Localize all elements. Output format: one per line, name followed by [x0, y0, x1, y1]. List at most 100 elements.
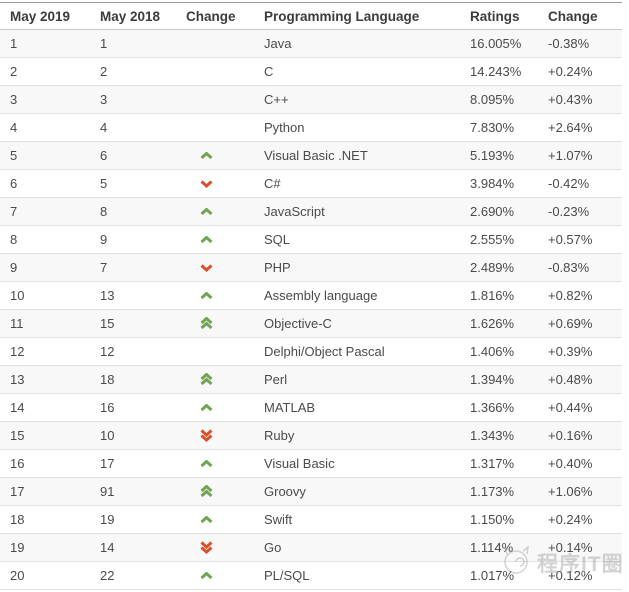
table-row: 6 5 C# 3.984% -0.42%: [0, 170, 622, 198]
rank-may-2018: 13: [100, 288, 115, 303]
ratings-value: 2.489%: [470, 260, 515, 275]
table-row: 7 8 JavaScript 2.690% -0.23%: [0, 198, 622, 226]
ratings-value: 2.555%: [470, 232, 515, 247]
language-name: Visual Basic: [264, 456, 335, 471]
table-row: 3 3 C++ 8.095% +0.43%: [0, 86, 622, 114]
change-value: +0.24%: [548, 64, 593, 79]
ratings-value: 1.017%: [470, 568, 515, 583]
table-row: 15 10 Ruby 1.343% +0.16%: [0, 422, 622, 450]
up-arrow-icon: [176, 515, 254, 524]
header-rank-may-2018: May 2018: [100, 8, 161, 24]
rank-may-2019: 10: [10, 288, 25, 303]
language-name: Perl: [264, 372, 288, 387]
up-arrow-icon: [176, 235, 254, 244]
rank-may-2019: 15: [10, 428, 25, 443]
change-value: -0.23%: [548, 204, 590, 219]
change-value: +0.57%: [548, 232, 593, 247]
table-header-row: May 2019 May 2018 Change Programming Lan…: [0, 3, 622, 30]
language-name: Visual Basic .NET: [264, 148, 368, 163]
table-row: 8 9 SQL 2.555% +0.57%: [0, 226, 622, 254]
table-row: 18 19 Swift 1.150% +0.24%: [0, 506, 622, 534]
table-row: 1 1 Java 16.005% -0.38%: [0, 30, 622, 58]
table-row: 2 2 C 14.243% +0.24%: [0, 58, 622, 86]
language-name: PL/SQL: [264, 568, 310, 583]
table-row: 10 13 Assembly language 1.816% +0.82%: [0, 282, 622, 310]
table-row: 19 14 Go 1.114% +0.14%: [0, 534, 622, 562]
ratings-value: 1.366%: [470, 400, 515, 415]
change-value: +0.16%: [548, 428, 593, 443]
ratings-value: 16.005%: [470, 36, 522, 51]
rank-may-2018: 2: [100, 64, 108, 79]
table-row: 11 15 Objective-C 1.626% +0.69%: [0, 310, 622, 338]
table-row: 9 7 PHP 2.489% -0.83%: [0, 254, 622, 282]
language-name: SQL: [264, 232, 291, 247]
change-value: +1.07%: [548, 148, 593, 163]
rank-may-2018: 22: [100, 568, 115, 583]
change-value: +0.82%: [548, 288, 593, 303]
down-arrow-icon: [176, 263, 254, 272]
change-value: +0.43%: [548, 92, 593, 107]
rank-may-2018: 6: [100, 148, 108, 163]
table-row: 12 12 Delphi/Object Pascal 1.406% +0.39%: [0, 338, 622, 366]
language-name: Delphi/Object Pascal: [264, 344, 385, 359]
rank-may-2018: 4: [100, 120, 108, 135]
rank-may-2019: 17: [10, 484, 25, 499]
rank-may-2018: 14: [100, 540, 115, 555]
change-value: -0.38%: [548, 36, 590, 51]
ratings-value: 1.173%: [470, 484, 515, 499]
ratings-value: 1.150%: [470, 512, 515, 527]
language-name: C: [264, 64, 274, 79]
ratings-value: 1.394%: [470, 372, 515, 387]
header-programming-language: Programming Language: [264, 8, 420, 24]
rank-may-2018: 9: [100, 232, 108, 247]
change-value: +0.44%: [548, 400, 593, 415]
up-arrow-icon: [176, 151, 254, 160]
change-value: +0.39%: [548, 344, 593, 359]
ratings-value: 1.626%: [470, 316, 515, 331]
rank-may-2018: 12: [100, 344, 115, 359]
change-value: +1.06%: [548, 484, 593, 499]
double-up-arrow-icon: [176, 317, 254, 330]
rank-may-2018: 19: [100, 512, 115, 527]
language-name: Java: [264, 36, 292, 51]
up-arrow-icon: [176, 291, 254, 300]
language-name: Objective-C: [264, 316, 332, 331]
header-change-pct: Change: [548, 8, 598, 24]
ratings-value: 5.193%: [470, 148, 515, 163]
rank-may-2018: 5: [100, 176, 108, 191]
language-name: Go: [264, 540, 282, 555]
header-rank-may-2019: May 2019: [10, 8, 71, 24]
up-arrow-icon: [176, 571, 254, 580]
rank-may-2019: 19: [10, 540, 25, 555]
change-value: +2.64%: [548, 120, 593, 135]
change-value: +0.69%: [548, 316, 593, 331]
ratings-value: 3.984%: [470, 176, 515, 191]
language-name: Ruby: [264, 428, 295, 443]
ratings-value: 2.690%: [470, 204, 515, 219]
ratings-value: 1.406%: [470, 344, 515, 359]
rank-may-2019: 9: [10, 260, 18, 275]
rank-may-2019: 1: [10, 36, 18, 51]
rank-may-2019: 16: [10, 456, 25, 471]
rank-may-2019: 8: [10, 232, 18, 247]
ratings-value: 14.243%: [470, 64, 522, 79]
rank-may-2018: 10: [100, 428, 115, 443]
change-value: -0.83%: [548, 260, 590, 275]
down-arrow-icon: [176, 179, 254, 188]
up-arrow-icon: [176, 207, 254, 216]
language-name: JavaScript: [264, 204, 325, 219]
change-value: +0.14%: [548, 540, 593, 555]
up-arrow-icon: [176, 459, 254, 468]
change-value: +0.48%: [548, 372, 593, 387]
rank-may-2019: 4: [10, 120, 18, 135]
table-row: 17 91 Groovy 1.173% +1.06%: [0, 478, 622, 506]
rank-may-2018: 15: [100, 316, 115, 331]
language-name: MATLAB: [264, 400, 316, 415]
change-value: +0.40%: [548, 456, 593, 471]
change-value: +0.24%: [548, 512, 593, 527]
double-up-arrow-icon: [176, 485, 254, 498]
language-name: C#: [264, 176, 281, 191]
double-down-arrow-icon: [176, 541, 254, 554]
